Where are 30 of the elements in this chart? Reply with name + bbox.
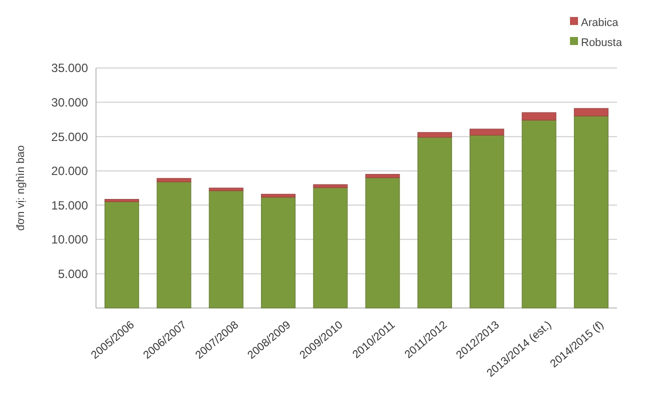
y-tick-label: 10.000 (51, 232, 88, 247)
bar (417, 136, 452, 308)
y-tick-label: 25.000 (51, 130, 88, 144)
bar (365, 174, 400, 178)
bar (156, 178, 192, 182)
bar (417, 132, 452, 138)
bar (104, 199, 140, 202)
bar (470, 128, 504, 136)
bar (104, 201, 140, 308)
y-axis-title: đơn vị: nghìn bao (15, 145, 27, 231)
bar (365, 177, 400, 308)
y-tick-label: 35.000 (51, 61, 88, 76)
bar (522, 112, 556, 120)
bar (208, 190, 244, 308)
bar (313, 184, 348, 188)
y-tick-label: 30.000 (51, 95, 88, 110)
bar (574, 108, 608, 116)
legend-label: Robusta (581, 36, 623, 49)
bar (522, 120, 556, 308)
bar (261, 196, 296, 308)
bar (156, 182, 192, 308)
bar (313, 187, 348, 308)
y-tick-label: 20.000 (51, 164, 88, 178)
y-tick-label: 15.000 (51, 198, 88, 212)
y-tick-label: 5.000 (58, 266, 88, 281)
legend-label: Arabica (581, 16, 620, 29)
bar (470, 134, 504, 308)
bar (574, 116, 608, 308)
bar (261, 194, 296, 198)
bar (208, 188, 244, 192)
